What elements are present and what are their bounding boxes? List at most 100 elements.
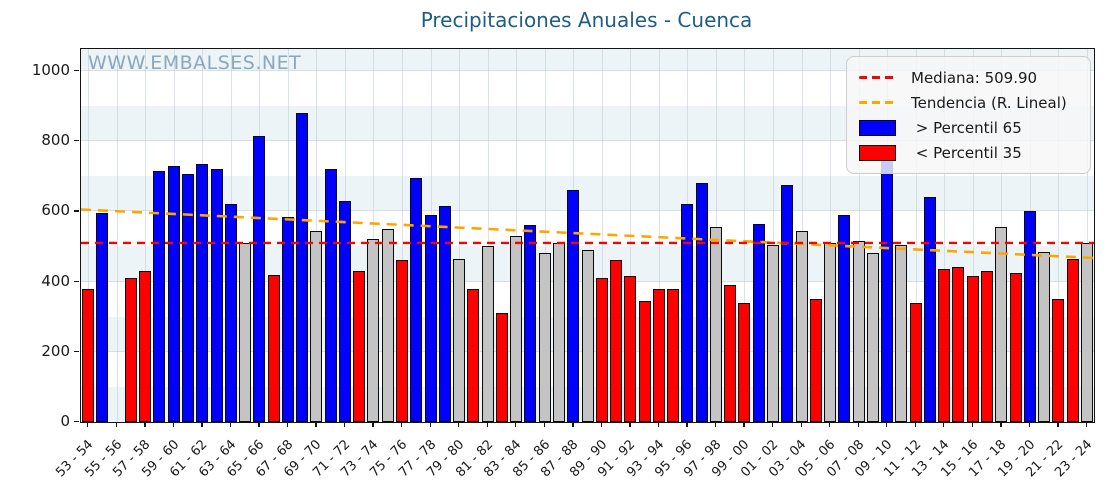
color-patch-icon (859, 144, 896, 161)
bar-74-75 (381, 228, 394, 422)
bar-17-18 (995, 227, 1008, 422)
x-tick (458, 422, 460, 428)
bar-62-63 (210, 169, 223, 422)
legend-patch-sample (859, 144, 903, 161)
bar-69-70 (310, 230, 323, 422)
bar-80-81 (467, 288, 480, 422)
v-gridline (145, 49, 147, 422)
watermark: WWW.EMBALSES.NET (88, 52, 302, 74)
y-tick (73, 210, 79, 212)
x-tick (87, 422, 89, 428)
h-gridline (81, 69, 1094, 71)
bar-15-16 (966, 276, 979, 422)
y-tick (73, 280, 79, 282)
legend-row: Tendencia (R. Lineal) (859, 90, 1078, 115)
x-tick (1000, 422, 1002, 428)
bar-99-00 (738, 302, 751, 422)
bar-03-04 (795, 230, 808, 422)
y-tick-label: 600 (41, 201, 70, 220)
v-gridline (116, 49, 118, 422)
x-tick (486, 422, 488, 428)
bar-77-78 (424, 214, 437, 422)
x-tick (971, 422, 974, 428)
y-tick-label: 400 (41, 271, 70, 290)
bar-11-12 (909, 302, 922, 422)
x-tick (714, 422, 717, 428)
bar-95-96 (681, 204, 694, 422)
bar-64-65 (239, 242, 252, 422)
v-gridline (944, 49, 946, 422)
dashed-line-icon (859, 76, 895, 79)
bar-73-74 (367, 239, 380, 422)
bar-19-20 (1023, 211, 1036, 422)
x-tick (144, 422, 146, 428)
v-gridline (544, 49, 546, 422)
x-tick (800, 422, 802, 428)
bar-84-85 (524, 225, 537, 422)
chart-title: Precipitaciones Anuales - Cuenca (420, 8, 753, 32)
x-tick (829, 422, 831, 428)
v-gridline (658, 49, 660, 422)
bar-54-55 (96, 213, 109, 422)
y-tick (73, 421, 79, 423)
bar-71-72 (338, 200, 351, 422)
v-gridline (915, 49, 917, 422)
x-tick (258, 422, 260, 428)
bar-59-60 (167, 165, 180, 422)
bar-68-69 (296, 112, 309, 422)
bar-07-08 (852, 241, 865, 422)
bar-89-90 (595, 278, 608, 422)
bar-61-62 (196, 163, 209, 422)
x-tick (372, 422, 374, 428)
legend-label: < Percentil 35 (911, 143, 1022, 162)
bar-76-77 (410, 177, 423, 422)
v-gridline (459, 49, 461, 422)
dashed-line-icon (859, 101, 895, 104)
bar-23-24 (1080, 242, 1093, 422)
band (81, 49, 1094, 71)
bar-08-09 (866, 253, 879, 422)
legend: Mediana: 509.90 Tendencia (R. Lineal) > P… (846, 56, 1091, 174)
x-tick (286, 422, 289, 428)
bar-53-54 (82, 288, 95, 422)
v-gridline (858, 49, 860, 422)
v-gridline (1086, 49, 1088, 422)
bar-12-13 (923, 197, 936, 422)
x-tick (543, 422, 545, 428)
bar-00-01 (752, 223, 765, 422)
bar-63-64 (224, 204, 237, 422)
h-gridline (81, 140, 1094, 142)
trend-line (81, 208, 1094, 260)
bar-01-02 (766, 244, 779, 422)
h-gridline (81, 210, 1094, 212)
bar-92-93 (638, 300, 651, 422)
x-tick (1028, 422, 1031, 428)
bar-79-80 (453, 258, 466, 422)
bar-78-79 (438, 206, 451, 422)
legend-dash-sample (859, 76, 903, 79)
v-gridline (744, 49, 746, 422)
y-tick (73, 140, 79, 142)
bar-91-92 (624, 276, 637, 422)
bar-58-59 (153, 170, 166, 422)
bar-21-22 (1052, 299, 1065, 422)
bar-22-23 (1066, 258, 1079, 422)
x-tick (1085, 422, 1088, 428)
bar-18-19 (1009, 272, 1022, 422)
v-gridline (487, 49, 489, 422)
x-tick (771, 422, 774, 428)
v-gridline (373, 49, 375, 422)
bar-90-91 (610, 260, 623, 422)
legend-row: < Percentil 35 (859, 140, 1078, 165)
bar-14-15 (952, 267, 965, 422)
x-tick (914, 422, 916, 428)
x-tick (429, 422, 431, 428)
bar-87-88 (567, 190, 580, 422)
x-tick (515, 422, 517, 428)
x-tick (657, 422, 660, 428)
legend-label: Mediana: 509.90 (911, 68, 1038, 87)
legend-row: > Percentil 65 (859, 115, 1078, 140)
bar-82-83 (495, 313, 508, 422)
bar-81-82 (481, 246, 494, 422)
v-gridline (402, 49, 404, 422)
